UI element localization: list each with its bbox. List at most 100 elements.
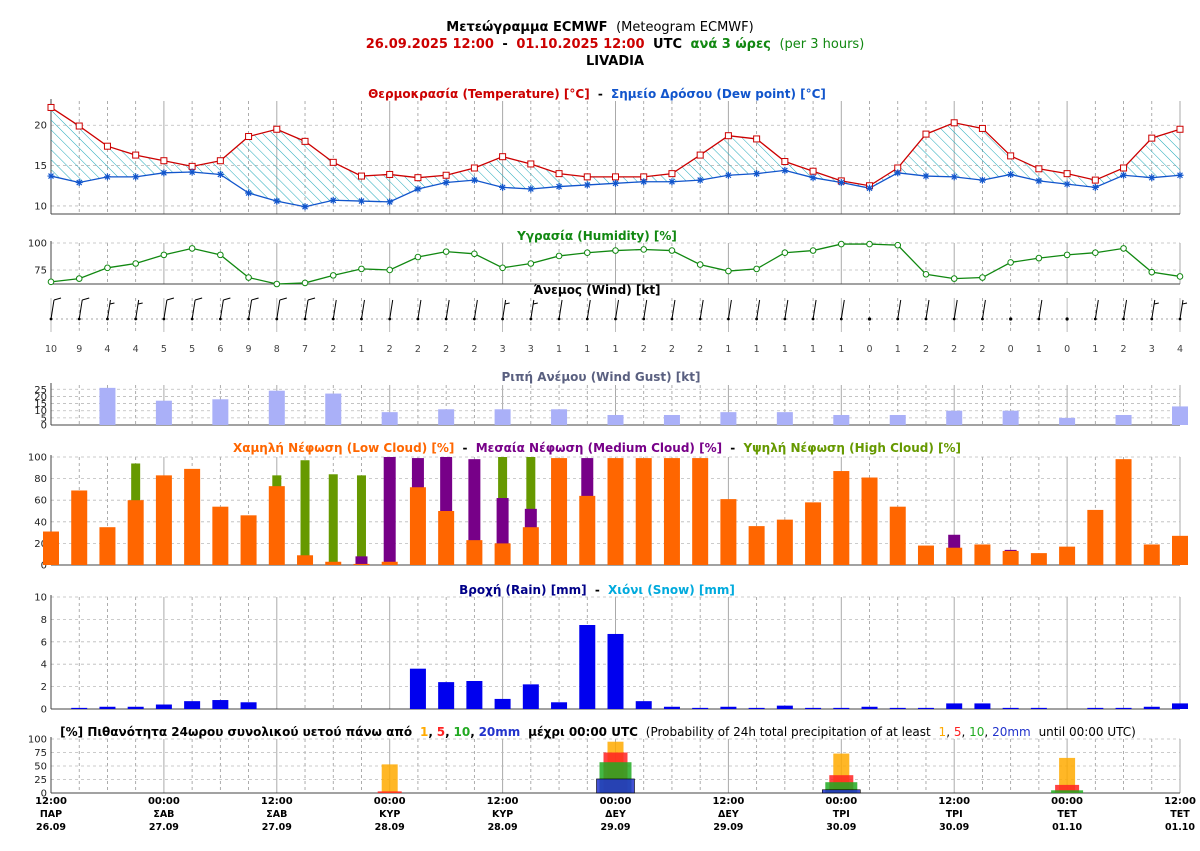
prob-bar-p10: [825, 782, 858, 793]
wind-speed-label: 1: [358, 344, 364, 355]
prob-title-a: [%] Πιθανότητα 24ωρου συνολικού υετού πά…: [60, 725, 412, 739]
wind-speed-label: 2: [1121, 344, 1127, 355]
humidity-point: [612, 247, 619, 254]
dew-point-point: [781, 166, 789, 174]
wind-barb: [812, 299, 817, 320]
wind-barb-dot: [698, 317, 702, 321]
wind-speed-label: 7: [302, 344, 308, 355]
gust-bar: [494, 409, 511, 425]
temperature-point: [442, 171, 450, 179]
wind-barb-dot: [388, 317, 392, 321]
temperature-point: [470, 164, 478, 172]
dew-point-point: [612, 179, 619, 187]
wind-speed-label: 1: [556, 344, 562, 355]
every-gr: ανά 3 ώρες: [691, 37, 771, 52]
dew-point-point: [160, 169, 168, 177]
humidity-point: [725, 267, 732, 275]
temperature-point: [922, 130, 930, 138]
range-sep: -: [502, 37, 507, 52]
wind-barb-flag: [166, 297, 175, 301]
dew-point-point: [809, 174, 817, 182]
every-en: (per 3 hours): [779, 37, 864, 52]
medium-cloud-bar: [355, 556, 368, 565]
dew-point-point: [386, 198, 394, 206]
wind-barb-dot: [275, 317, 279, 321]
prob-bar-p20: [596, 778, 635, 794]
prob-comma-4: ,: [946, 725, 950, 739]
x-tick-time: 00:00: [825, 796, 857, 807]
wind-speed-label: 1: [725, 344, 731, 355]
rain-bar: [494, 698, 511, 709]
temperature-point: [809, 167, 817, 175]
humidity-point: [358, 265, 365, 273]
prob-comma-1: ,: [428, 725, 433, 739]
rain-bar: [748, 707, 765, 709]
wind-barb: [784, 299, 789, 320]
humidity-point: [1176, 273, 1184, 280]
gust-bar: [381, 412, 398, 425]
title-en: (Meteogram ECMWF): [616, 20, 754, 35]
wind-speed-label: 2: [669, 344, 675, 355]
temperature-point: [1063, 170, 1071, 178]
wind-barb-dot: [416, 317, 420, 321]
rain-bar: [522, 684, 539, 709]
prob-title-1e: 1: [939, 725, 947, 739]
temp-dew-hatch: [51, 107, 1180, 207]
temperature-point: [75, 122, 83, 130]
humidity-point: [894, 241, 902, 249]
low-cloud-bar: [663, 458, 680, 565]
prob-title-20: 20mm: [479, 725, 521, 739]
rain-panel-title: Βροχή (Rain) [mm] - Χιόνι (Snow) [mm]: [459, 583, 735, 597]
wind-barb-dot: [106, 317, 109, 321]
dew-point-point: [216, 170, 224, 178]
gust-bar: [833, 415, 850, 425]
humidity-point: [75, 275, 83, 282]
wind-barb: [925, 299, 930, 320]
medium-cloud-bar: [468, 459, 481, 565]
snow-title: Χιόνι (Snow) [mm]: [608, 583, 735, 597]
prob-ytick-label: 25: [34, 775, 47, 786]
prob-comma-6: ,: [984, 725, 988, 739]
wind-barb: [304, 299, 309, 320]
wind-barb: [332, 299, 337, 320]
prob-title-5: 5: [437, 725, 445, 739]
range-utc: UTC: [653, 37, 682, 52]
wind-barb-dot: [529, 317, 533, 321]
wind-barb: [502, 299, 507, 320]
x-tick-date: 28.09: [375, 822, 405, 833]
temperature-point: [781, 158, 789, 166]
high-cloud-title: Υψηλή Νέφωση (High Cloud) [%]: [742, 441, 961, 455]
med-cloud-title: Μεσαία Νέφωση (Medium Cloud) [%]: [476, 441, 722, 455]
wind-barb-flag: [82, 297, 90, 301]
wind-barb-flag: [307, 297, 316, 301]
temperature-point: [612, 173, 619, 181]
rain-bar: [184, 701, 201, 709]
wind-barb-dot: [1178, 317, 1182, 321]
dew-point-point: [555, 183, 563, 191]
humidity-point: [1007, 259, 1014, 266]
wind-speed-label: 1: [612, 344, 618, 355]
low-cloud-bar: [1115, 459, 1132, 565]
rain-ytick-label: 10: [34, 593, 47, 604]
dew-point-point: [1007, 170, 1015, 178]
x-tick-day: ΤΡΙ: [833, 809, 850, 820]
prob-ytick-label: 50: [34, 762, 47, 773]
wind-barb-dot: [247, 317, 250, 321]
low-cloud-bar: [833, 471, 850, 565]
wind-speed-label: 1: [1036, 344, 1042, 355]
rain-bar: [99, 706, 116, 709]
gust-bar: [325, 393, 342, 425]
dew-point-point: [470, 176, 478, 184]
low-cloud-bar: [381, 561, 398, 565]
wind-speed-label: 1: [1092, 344, 1098, 355]
wind-barb-dot: [360, 317, 363, 321]
wind-speed-label: 4: [133, 344, 139, 355]
rain-bar: [1002, 707, 1019, 709]
dew-point-point: [753, 170, 761, 178]
wind-barb: [389, 299, 394, 320]
low-cloud-bar: [805, 502, 822, 565]
dew-point-point: [1176, 171, 1184, 179]
dew-point-point: [188, 168, 196, 176]
humidity-point: [414, 253, 422, 261]
humidity-point: [188, 245, 196, 252]
